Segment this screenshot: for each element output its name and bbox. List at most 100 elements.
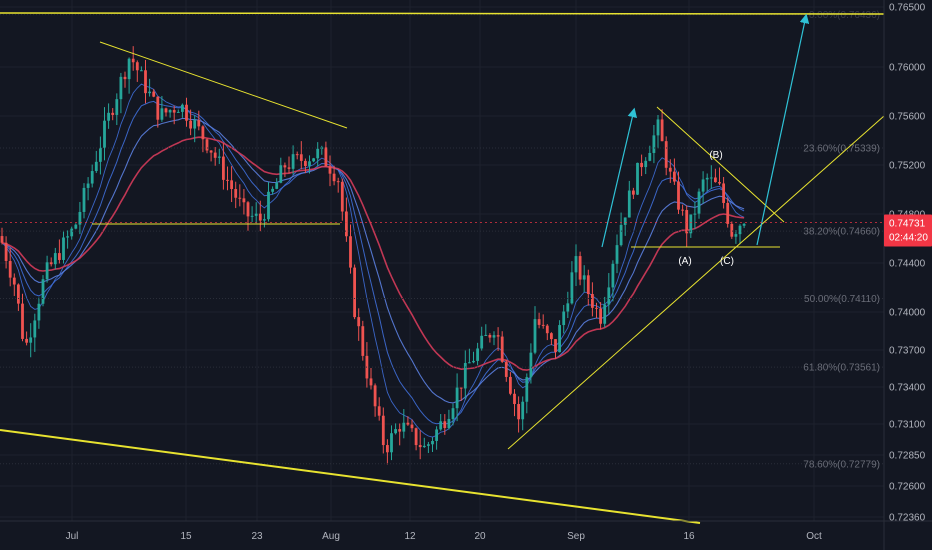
- candle-body: [726, 202, 730, 224]
- candle-body: [49, 262, 53, 265]
- wave-label: (C): [720, 256, 734, 267]
- candle-body: [677, 181, 680, 210]
- candle-body: [398, 429, 402, 432]
- candle-body: [431, 440, 434, 445]
- candle-body: [681, 209, 684, 211]
- candle-body: [369, 378, 373, 386]
- candle-body: [476, 348, 479, 361]
- candle-body: [12, 277, 16, 285]
- candle-body: [693, 213, 697, 215]
- candle-body: [0, 236, 4, 243]
- trendline: [0, 429, 701, 524]
- candle-body: [336, 181, 340, 183]
- candle-body: [45, 262, 49, 280]
- candle-body: [722, 183, 725, 203]
- candle-body: [324, 147, 328, 167]
- candle-body: [611, 263, 615, 288]
- candle-body: [123, 76, 127, 80]
- candle-body: [283, 165, 287, 168]
- candle-body: [550, 333, 553, 340]
- candle-body: [574, 256, 578, 273]
- candle-body: [111, 112, 115, 115]
- candle-body: [29, 337, 33, 343]
- price-tick-label: 0.72600: [889, 482, 926, 493]
- moving-average-line: [1, 100, 745, 425]
- candle-body: [164, 108, 168, 113]
- candle-body: [545, 325, 549, 334]
- candle-body: [742, 223, 746, 226]
- price-tick-label: 0.74400: [889, 259, 926, 270]
- fib-level-label: 38.20%(0.74660): [803, 227, 880, 238]
- candle-body: [443, 421, 447, 429]
- candle-body: [316, 148, 320, 159]
- price-tick-label: 0.73400: [889, 383, 926, 394]
- candle-body: [78, 211, 82, 225]
- candle-body: [21, 303, 24, 339]
- candle-body: [664, 141, 668, 168]
- candle-body: [189, 120, 192, 129]
- candle-body: [308, 161, 311, 166]
- candle-body: [234, 189, 238, 198]
- candle-body: [455, 387, 459, 409]
- candle-body: [62, 237, 65, 260]
- time-axis[interactable]: Jul 15 23 Aug 12 20 Sep 16 Oct: [0, 520, 932, 542]
- trendline: [99, 41, 348, 129]
- time-tick-label: 16: [683, 531, 695, 542]
- candle-body: [394, 429, 397, 434]
- candle-body: [119, 76, 123, 100]
- candle-body: [463, 363, 467, 389]
- fib-level-label: 23.60%(0.75339): [803, 143, 880, 154]
- candle-body: [86, 183, 90, 188]
- price-axis-panel: [884, 0, 932, 550]
- candle-body: [521, 401, 525, 420]
- candle-body: [271, 188, 274, 192]
- price-tick-label: 0.74000: [889, 308, 926, 319]
- candle-body: [230, 180, 233, 190]
- candle-body: [451, 408, 455, 419]
- candle-body: [82, 187, 86, 212]
- price-tick-label: 0.73700: [889, 346, 926, 357]
- moving-average-line: [1, 83, 745, 438]
- candle-body: [492, 335, 496, 338]
- candle-body: [656, 119, 660, 136]
- candle-body: [599, 308, 602, 324]
- candle-body: [591, 294, 594, 308]
- price-axis[interactable]: 0.765000.760000.756000.752000.748000.744…: [883, 0, 932, 550]
- candle-body: [17, 284, 20, 304]
- moving-averages: [1, 83, 745, 438]
- time-tick-label: Jul: [66, 531, 79, 542]
- time-tick-label: 20: [474, 531, 486, 542]
- moving-average-line: [1, 136, 745, 371]
- fib-level-label: 61.80%(0.73561): [803, 363, 880, 374]
- time-tick-label: 12: [404, 531, 416, 542]
- candle-body: [263, 219, 266, 221]
- candle-body: [529, 352, 533, 378]
- candle-body: [107, 112, 110, 121]
- candle-body: [619, 224, 623, 246]
- wave-label: (B): [709, 150, 722, 161]
- candle-body: [279, 165, 283, 183]
- candle-body: [8, 260, 12, 278]
- candle-body: [340, 181, 344, 212]
- candle-body: [205, 139, 209, 151]
- candle-body: [488, 334, 492, 338]
- candle-body: [238, 197, 242, 199]
- candle-body: [689, 214, 693, 234]
- candle-body: [422, 445, 426, 448]
- price-tick-label: 0.75200: [889, 161, 926, 172]
- candle-body: [349, 236, 352, 268]
- candle-body: [533, 319, 537, 353]
- candle-body: [312, 158, 315, 162]
- candle-body: [701, 179, 705, 192]
- price-badge-value: 0.74731: [889, 218, 926, 229]
- candle-body: [648, 152, 652, 161]
- candle-body: [33, 320, 37, 338]
- time-tick-label: Oct: [806, 531, 822, 542]
- time-tick-label: Sep: [567, 531, 585, 542]
- candle-body: [127, 58, 131, 80]
- candle-body: [99, 147, 102, 162]
- candle-body: [595, 307, 598, 309]
- wave-label: (A): [678, 256, 691, 267]
